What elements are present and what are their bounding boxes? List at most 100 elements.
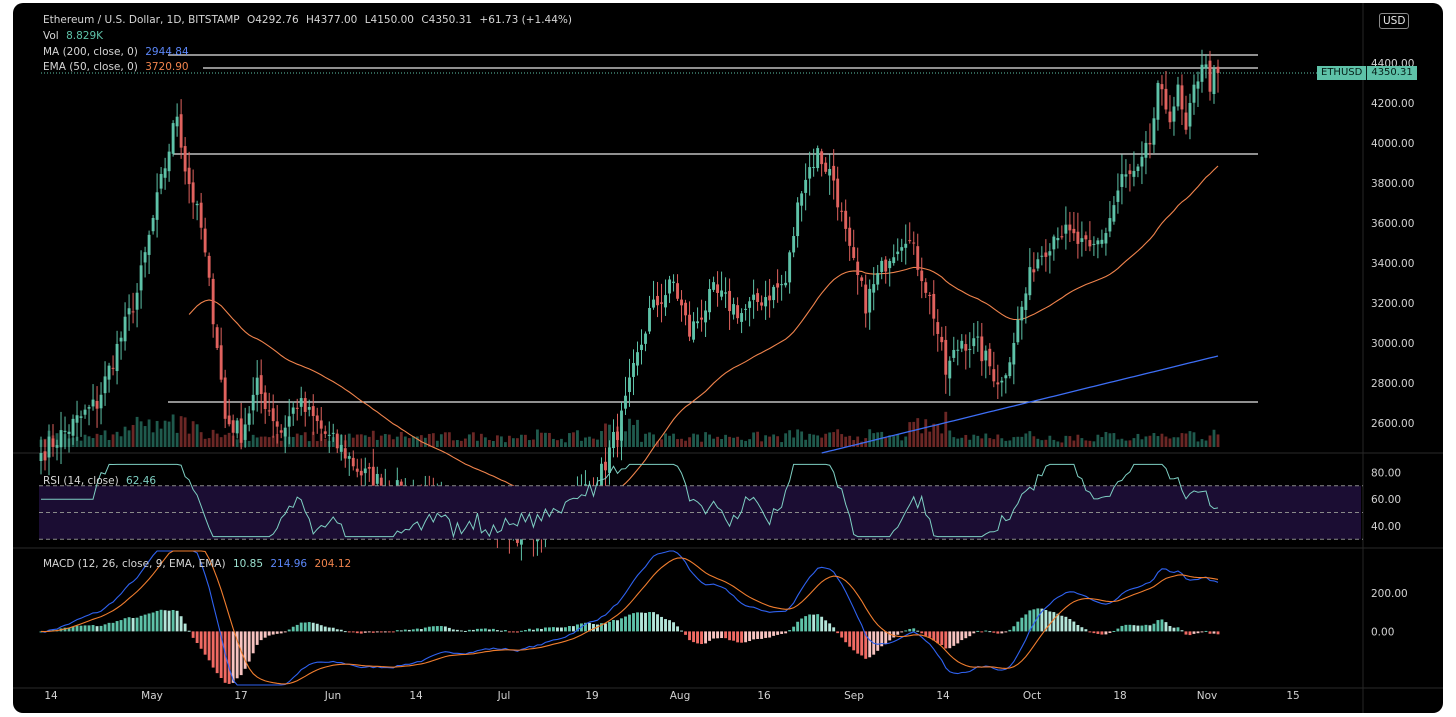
macd-histogram-bar bbox=[900, 631, 904, 633]
volume-bar bbox=[648, 432, 651, 447]
candle-body bbox=[940, 336, 944, 343]
macd-histogram-bar bbox=[539, 628, 543, 632]
candle-body bbox=[920, 270, 924, 282]
volume-bar bbox=[564, 442, 567, 447]
macd-histogram-bar bbox=[620, 618, 623, 632]
macd-histogram-bar bbox=[147, 613, 151, 632]
candle-body bbox=[63, 430, 67, 432]
candle-body bbox=[67, 431, 71, 434]
candle-body bbox=[736, 305, 740, 319]
candle-body bbox=[147, 234, 151, 255]
macd-legend[interactable]: MACD (12, 26, close, 9, EMA, EMA) 10.85 … bbox=[43, 558, 355, 570]
volume-bar bbox=[1072, 440, 1076, 447]
volume-bar bbox=[311, 431, 315, 447]
volume-bar bbox=[123, 426, 127, 447]
candle-body bbox=[1048, 251, 1052, 256]
volume-bar bbox=[708, 434, 711, 447]
candle-body bbox=[692, 321, 695, 340]
macd-histogram-bar bbox=[1140, 625, 1144, 632]
macd-histogram-bar bbox=[1100, 631, 1104, 635]
macd-histogram-bar bbox=[700, 631, 704, 645]
ema-legend[interactable]: EMA (50, close, 0) 3720.90 bbox=[43, 61, 193, 73]
volume-bar bbox=[499, 436, 503, 447]
macd-histogram-bar bbox=[507, 631, 511, 633]
currency-badge[interactable]: USD bbox=[1379, 13, 1410, 29]
candle-body bbox=[1040, 255, 1044, 257]
candle-body bbox=[315, 415, 319, 422]
volume-legend[interactable]: Vol 8.829K bbox=[43, 30, 107, 42]
macd-histogram-bar bbox=[1164, 622, 1168, 632]
time-tick-label: Sep bbox=[844, 690, 864, 702]
volume-bar bbox=[139, 421, 143, 447]
volume-bar bbox=[299, 435, 303, 447]
macd-histogram-bar bbox=[1200, 631, 1204, 633]
candle-body bbox=[83, 409, 87, 415]
candle-body bbox=[624, 395, 627, 409]
macd-histogram-bar bbox=[848, 631, 852, 647]
macd-histogram-bar bbox=[83, 625, 87, 632]
candle-body bbox=[620, 410, 623, 441]
volume-bar bbox=[848, 435, 852, 447]
candle-body bbox=[816, 148, 820, 169]
macd-histogram-bar bbox=[255, 631, 259, 645]
volume-bar bbox=[740, 439, 743, 447]
volume-bar bbox=[191, 421, 195, 447]
macd-histogram-bar bbox=[215, 631, 219, 674]
volume-bar bbox=[455, 440, 459, 447]
macd-histogram-bar bbox=[263, 631, 267, 638]
volume-bar bbox=[704, 432, 707, 447]
macd-histogram-bar bbox=[1208, 631, 1212, 634]
candle-body bbox=[1216, 66, 1220, 73]
candle-body bbox=[1064, 224, 1068, 234]
volume-bar bbox=[431, 433, 435, 447]
time-tick-label: 19 bbox=[585, 690, 598, 702]
macd-histogram-bar bbox=[387, 631, 391, 633]
volume-bar bbox=[371, 430, 375, 447]
volume-bar bbox=[776, 436, 780, 447]
macd-histogram-bar bbox=[768, 631, 772, 638]
macd-histogram-bar bbox=[335, 629, 339, 632]
volume-bar bbox=[972, 434, 976, 447]
macd-histogram-bar bbox=[303, 622, 307, 632]
macd-histogram-bar bbox=[491, 628, 495, 632]
volume-bar bbox=[375, 439, 379, 447]
volume-bar bbox=[1100, 437, 1104, 447]
macd-histogram-bar bbox=[868, 631, 872, 658]
volume-bar bbox=[471, 432, 475, 447]
candle-body bbox=[339, 444, 343, 452]
macd-histogram-bar bbox=[844, 631, 848, 643]
volume-bar bbox=[159, 428, 163, 447]
macd-label: MACD (12, 26, close, 9, EMA, EMA) bbox=[43, 558, 226, 570]
macd-histogram-bar bbox=[399, 630, 403, 632]
candle-body bbox=[1024, 293, 1028, 310]
candle-body bbox=[375, 473, 379, 484]
volume-bar bbox=[576, 430, 579, 447]
candle-body bbox=[1212, 68, 1216, 95]
macd-histogram-bar bbox=[940, 631, 944, 646]
candle-body bbox=[135, 292, 139, 310]
ma-legend[interactable]: MA (200, close, 0) 2944.84 bbox=[43, 46, 193, 58]
time-tick-label: 15 bbox=[1286, 690, 1299, 702]
candle-body bbox=[287, 416, 291, 427]
candle-body bbox=[251, 394, 255, 411]
chart-panel: 4400.00 4200.00 4000.00 3800.00 3600.00 3400.… bbox=[13, 3, 1443, 713]
macd-histogram-bar bbox=[916, 630, 920, 632]
candle-body bbox=[1204, 64, 1208, 69]
volume-bar bbox=[1116, 439, 1120, 447]
candle-body bbox=[1068, 224, 1072, 231]
macd-histogram-bar bbox=[271, 631, 275, 635]
volume-bar bbox=[315, 441, 319, 447]
rsi-legend[interactable]: RSI (14, close) 62.46 bbox=[43, 475, 160, 487]
volume-bar bbox=[1188, 431, 1192, 447]
macd-histogram-bar bbox=[551, 627, 555, 632]
macd-histogram-bar bbox=[680, 630, 683, 632]
macd-histogram-bar bbox=[107, 622, 111, 632]
macd-histogram-bar bbox=[1116, 628, 1120, 632]
candle-body bbox=[664, 295, 667, 308]
macd-histogram-bar bbox=[964, 631, 968, 639]
candle-body bbox=[379, 477, 383, 493]
macd-histogram-bar bbox=[764, 631, 768, 638]
time-tick-label: Oct bbox=[1023, 690, 1041, 702]
candle-body bbox=[832, 165, 836, 181]
volume-bar bbox=[640, 441, 643, 447]
